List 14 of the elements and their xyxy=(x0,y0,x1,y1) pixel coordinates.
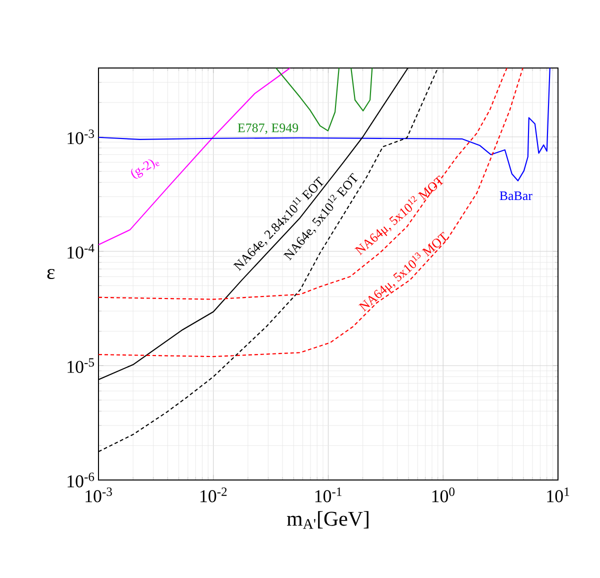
y-axis-title: ε xyxy=(47,268,55,280)
y-tick-label: 10$^{-5}$ xyxy=(68,358,94,373)
x-axis-title: m$_{A'}$[GeV] xyxy=(286,511,368,529)
text: (g-2)$_{e}$ xyxy=(131,159,160,179)
series-label: E787, E949 xyxy=(238,123,298,134)
y-tick-label: 10$^{-6}$ xyxy=(68,472,94,488)
x-tick-label: 10$^{-3}$ xyxy=(86,488,112,502)
x-tick-label: 10$^{-2}$ xyxy=(200,488,227,502)
x-tick-label: 10$^{-1}$ xyxy=(315,488,342,502)
y-tick-label: 10$^{-3}$ xyxy=(68,130,94,144)
series-label: BaBar xyxy=(500,192,532,200)
x-tick-label: 10$^{0}$ xyxy=(432,488,454,502)
x-tick-label: 10$^{1}$ xyxy=(547,488,570,502)
y-tick-label: 10$^{-4}$ xyxy=(68,244,94,259)
